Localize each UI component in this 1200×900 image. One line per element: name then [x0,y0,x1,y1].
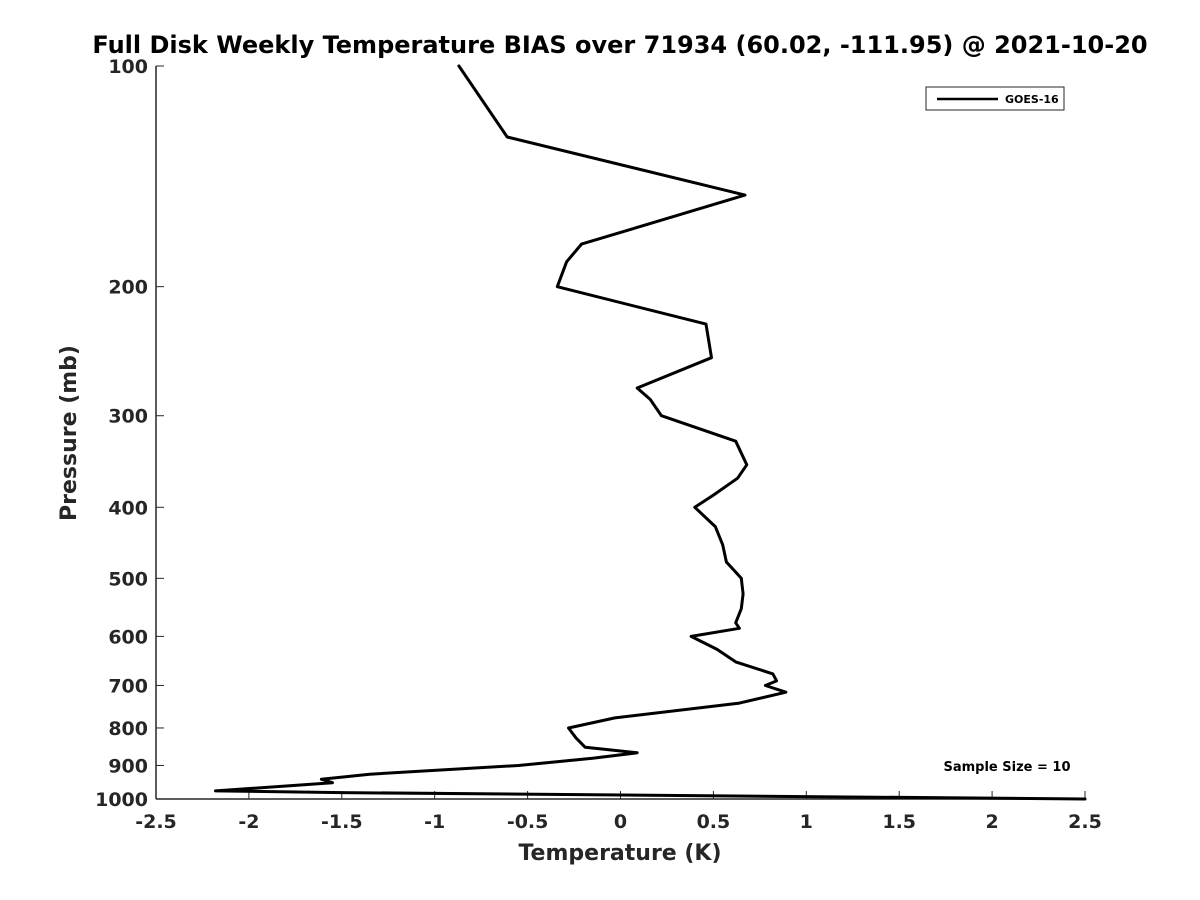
y-tick-label: 200 [108,277,148,299]
x-tick-label: -0.5 [507,811,549,833]
legend: GOES-16 [925,86,1065,111]
x-tick-label: 2 [985,811,998,833]
y-tick-label: 300 [108,406,148,428]
legend-label-goes16: GOES-16 [1005,93,1059,106]
y-axis-label: Pressure (mb) [57,345,82,521]
chart-title: Full Disk Weekly Temperature BIAS over 7… [92,31,1147,59]
y-tick-label: 700 [108,675,148,697]
y-tick-label: 800 [108,718,148,740]
y-tick-label: 400 [108,497,148,519]
series-line-0 [214,64,1087,801]
y-tick-label: 1000 [95,789,148,811]
series-layer [214,64,1087,801]
x-tick-label: 0 [614,811,627,833]
y-tick-label: 500 [108,568,148,590]
y-tick-label: 600 [108,626,148,648]
x-tick-label: -1.5 [321,811,363,833]
x-tick-label: -1 [424,811,445,833]
y-tick-label: 100 [108,56,148,78]
x-axis-ticks: -2.5 -2 -1.5 -1 -0.5 0 0.5 1 1.5 2 2.5 [135,791,1102,833]
x-tick-label: 1 [800,811,813,833]
sample-size-annotation: Sample Size = 10 [943,760,1070,775]
y-axis-ticks: 100 200 300 400 500 600 700 800 900 1000 [95,56,164,811]
x-tick-label: 0.5 [697,811,731,833]
x-tick-label: -2.5 [135,811,177,833]
x-tick-label: 2.5 [1068,811,1102,833]
x-axis-label: Temperature (K) [518,841,721,866]
x-tick-label: -2 [238,811,259,833]
x-tick-label: 1.5 [882,811,916,833]
y-tick-label: 900 [108,755,148,777]
